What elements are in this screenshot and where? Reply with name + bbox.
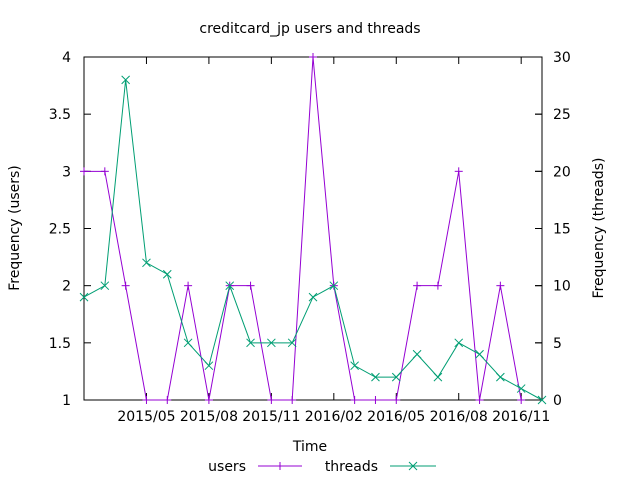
y-tick-label: 2 [62,279,71,295]
threads-point [412,349,422,359]
users-point [100,167,109,176]
y2-tick-label: 0 [553,393,562,409]
legend-marker-users [276,462,284,470]
x-axis-label: Time [292,439,327,455]
threads-point [350,361,359,371]
x-tick-label: 2016/08 [430,409,488,425]
users-point [413,281,422,290]
y2-tick-label: 20 [553,164,571,180]
users-point [246,281,255,290]
threads-point [267,338,276,348]
threads-point [287,338,297,348]
users-point [433,281,442,290]
plot-frame [83,56,543,401]
legend-marker-threads [408,461,418,471]
x-tick-label: 2015/05 [117,409,175,425]
users-point [204,396,213,404]
users-point [454,167,463,176]
users-point [142,396,151,404]
threads-point [371,372,380,382]
x-tick-label: 2015/11 [242,409,300,425]
y2-tick-label: 10 [553,279,571,295]
x-axis-ticks: 2015/05 2015/08 2015/11 2016/02 2016/05 2016/… [117,57,550,425]
users-point [496,281,505,290]
y2-axis-ticks: 0 5 10 15 20 25 30 [535,50,571,409]
y-axis-label: Frequency (users) [7,165,23,291]
users-point [392,396,401,404]
x-tick-label: 2016/05 [367,409,425,425]
x-tick-label: 2016/11 [492,409,550,425]
users-point [517,396,526,404]
y2-tick-label: 5 [553,336,562,352]
threads-point [246,338,255,348]
users-point [163,396,172,404]
threads-point [475,349,484,359]
users-point [475,396,484,404]
y-tick-label: 2.5 [49,222,71,238]
threads-point [204,361,214,371]
y-tick-label: 4 [62,50,71,66]
y-tick-label: 3 [62,164,71,180]
users-point [371,396,380,404]
legend: users threads [208,459,436,475]
chart-title: creditcard_jp users and threads [199,21,420,37]
threads-point [391,372,401,382]
y2-tick-label: 15 [553,222,571,238]
threads-point [225,281,235,291]
threads-point [162,269,172,279]
series-layer [79,53,547,405]
users-point [309,53,317,61]
users-series-line [84,56,522,401]
x-tick-label: 2016/02 [305,409,363,425]
legend-label-threads: threads [325,459,378,475]
y2-axis-label: Frequency (threads) [591,158,607,299]
users-point [80,167,88,176]
threads-point [496,372,505,382]
threads-point [183,338,193,348]
threads-point [308,292,318,302]
users-point [121,281,130,290]
threads-point [121,75,130,85]
users-point [288,396,297,404]
threads-point [142,258,151,268]
threads-point [100,281,110,291]
threads-point [516,384,526,393]
y-tick-label: 3.5 [49,107,71,123]
threads-point [433,372,443,382]
threads-point [79,292,89,302]
y-tick-label: 1 [62,393,71,409]
y2-tick-label: 30 [553,50,571,66]
threads-point [537,395,547,405]
threads-point [329,281,339,291]
users-point [267,396,276,404]
users-point [184,281,193,290]
legend-label-users: users [208,459,246,475]
users-point [350,396,359,404]
y-tick-label: 1.5 [49,336,71,352]
y2-tick-label: 25 [553,107,571,123]
x-tick-label: 2015/08 [180,409,238,425]
threads-point [454,338,464,348]
threads-series-line [83,79,543,401]
